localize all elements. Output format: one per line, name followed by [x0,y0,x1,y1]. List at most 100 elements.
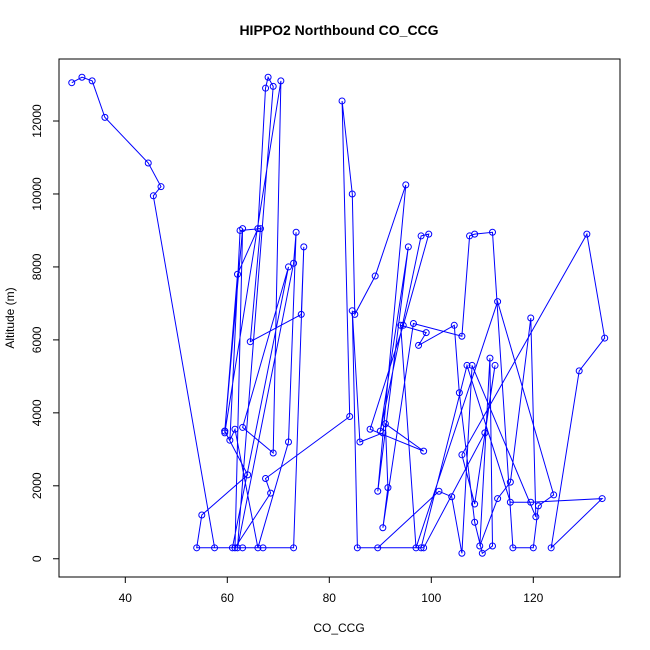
series-points [68,73,609,557]
data-point [88,77,96,85]
data-point [149,192,157,200]
data-point [226,436,234,444]
data-point [463,361,471,369]
data-point [231,425,239,433]
data-point [256,225,264,233]
data-point [338,97,346,105]
data-point [397,321,405,329]
data-point [78,73,86,81]
data-point [211,544,219,552]
data-point [509,544,517,552]
data-point [348,307,356,315]
data-point [598,495,606,503]
data-point [547,544,555,552]
data-point [399,321,407,329]
data-point [478,549,486,557]
data-point [412,544,420,552]
data-point [239,225,247,233]
data-point [527,314,535,322]
y-tick-label: 8000 [30,253,44,280]
data-point [285,263,292,271]
data-point [529,544,537,552]
chart-title: HIPPO2 Northbound CO_CCG [239,22,438,38]
data-point [290,259,298,267]
y-tick-label: 12000 [30,104,44,138]
data-point [455,389,463,397]
x-axis-label: CO_CCG [313,621,364,635]
data-point [221,429,229,437]
data-point [239,544,247,552]
data-point [259,544,267,552]
data-point [448,493,456,501]
data-point [254,544,262,552]
data-point [234,544,241,552]
data-point [468,361,476,369]
y-tick-label: 4000 [30,399,44,426]
data-point [269,449,277,457]
data-point [476,542,484,550]
data-point [458,332,466,340]
data-point [264,73,272,81]
data-point [353,544,361,552]
data-point [471,230,479,238]
data-point [68,79,76,87]
data-point [458,549,466,557]
data-point [193,544,201,552]
data-point [494,298,502,306]
data-point [422,329,430,337]
data-point [601,334,609,342]
data-point [254,225,262,233]
data-point [420,544,428,552]
data-point [489,542,496,550]
data-point [471,518,479,526]
y-axis: 0 2000 4000 6000 8000 10000 12000 [30,104,60,562]
x-tick-label: 100 [421,591,441,605]
data-point [234,270,241,278]
data-point [534,502,542,510]
data-point [402,181,410,189]
data-point [486,354,494,362]
x-tick-label: 120 [523,591,543,605]
x-axis: 40 60 80 100 120 [119,576,544,605]
data-point [527,498,535,506]
y-tick-label: 2000 [30,472,44,499]
data-point [300,243,308,251]
x-tick-label: 40 [119,591,133,605]
data-point [404,243,412,251]
data-point [371,272,379,280]
data-point [267,489,275,497]
data-point [262,84,270,92]
data-point [379,429,387,437]
data-point [506,498,514,506]
data-point [458,451,466,459]
data-point [356,438,364,446]
data-point [491,361,499,369]
data-point [101,113,109,121]
data-point [144,159,152,167]
data-point [481,429,489,437]
data-point [494,495,502,503]
data-point [246,338,254,346]
series-line [71,75,606,555]
data-point [285,438,292,446]
data-point [420,447,428,455]
data-point [450,321,458,329]
y-axis-label: Altitude (m) [3,287,17,348]
data-point [409,319,417,327]
data-point [221,427,229,435]
data-point [269,82,277,90]
data-point [417,232,425,240]
data-point [348,190,356,198]
data-point [471,500,479,508]
y-tick-label: 0 [30,555,44,562]
data-point [228,544,236,552]
data-point [374,487,382,495]
data-point [374,544,382,552]
data-point [346,412,354,420]
data-point [435,487,443,495]
data-point [262,475,270,483]
data-point [506,478,514,486]
data-point [489,228,496,236]
x-tick-label: 80 [323,591,337,605]
